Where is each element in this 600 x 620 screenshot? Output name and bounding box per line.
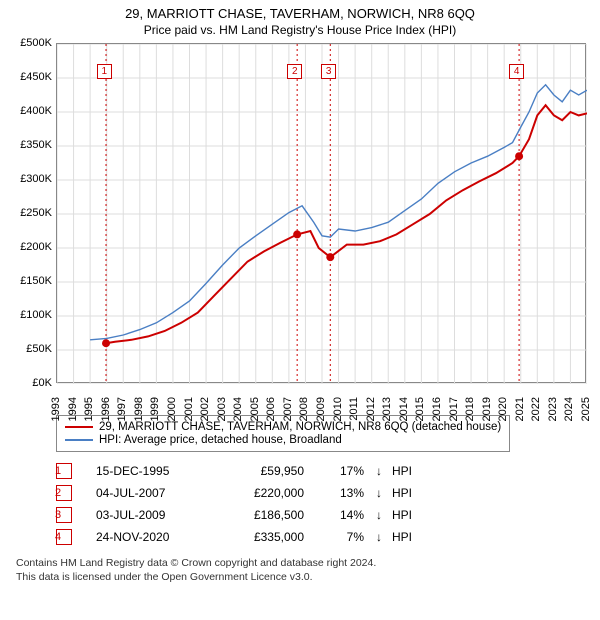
sales-row: 4 24-NOV-2020£335,0007%↓HPI — [56, 526, 592, 548]
x-tick-label: 2020 — [497, 397, 509, 421]
x-tick-label: 2014 — [398, 397, 410, 421]
down-arrow-icon: ↓ — [376, 486, 392, 500]
y-tick-label: £150K — [20, 275, 52, 287]
footer-line-1: Contains HM Land Registry data © Crown c… — [16, 556, 592, 570]
title-block: 29, MARRIOTT CHASE, TAVERHAM, NORWICH, N… — [8, 6, 592, 37]
sale-price: £335,000 — [216, 530, 316, 544]
x-tick-label: 1996 — [100, 397, 112, 421]
down-arrow-icon: ↓ — [376, 508, 392, 522]
legend-swatch-hpi — [65, 439, 93, 441]
legend-item-hpi: HPI: Average price, detached house, Broa… — [65, 434, 501, 446]
x-tick-label: 2009 — [315, 397, 327, 421]
x-tick-label: 2018 — [464, 397, 476, 421]
x-tick-label: 2011 — [348, 397, 360, 421]
x-axis-labels: 1993199419951996199719981999200020012002… — [56, 383, 586, 413]
footer-line-2: This data is licensed under the Open Gov… — [16, 570, 592, 584]
x-tick-label: 2004 — [232, 397, 244, 421]
x-tick-label: 2008 — [298, 397, 310, 421]
x-tick-label: 2006 — [265, 397, 277, 421]
x-tick-label: 1995 — [83, 397, 95, 421]
x-tick-label: 2001 — [183, 397, 195, 421]
y-tick-label: £350K — [20, 139, 52, 151]
sale-diff: 13% — [316, 486, 376, 500]
sale-diff: 17% — [316, 464, 376, 478]
page-subtitle: Price paid vs. HM Land Registry's House … — [8, 23, 592, 37]
y-tick-label: £450K — [20, 71, 52, 83]
x-tick-label: 2021 — [514, 397, 526, 421]
chart-marker-badge: 4 — [509, 64, 524, 79]
x-tick-label: 2013 — [381, 397, 393, 421]
x-tick-label: 2023 — [547, 397, 559, 421]
legend-label-hpi: HPI: Average price, detached house, Broa… — [99, 434, 342, 446]
chart-marker-badge: 2 — [287, 64, 302, 79]
x-tick-label: 2012 — [365, 397, 377, 421]
x-tick-label: 1994 — [67, 397, 79, 421]
sales-row: 3 03-JUL-2009£186,50014%↓HPI — [56, 504, 592, 526]
sales-row: 2 04-JUL-2007£220,00013%↓HPI — [56, 482, 592, 504]
x-tick-label: 2022 — [530, 397, 542, 421]
y-tick-label: £500K — [20, 37, 52, 49]
sale-hpi-label: HPI — [392, 508, 432, 522]
x-tick-label: 2005 — [249, 397, 261, 421]
plot-area: 1 2 3 4 — [56, 43, 586, 383]
y-tick-label: £0K — [32, 377, 52, 389]
price-chart: £0K £50K £100K £150K £200K £250K £300K £350K £40… — [8, 43, 592, 413]
x-tick-label: 2015 — [414, 397, 426, 421]
chart-marker-badge: 3 — [321, 64, 336, 79]
sale-badge: 4 — [56, 529, 72, 545]
x-tick-label: 2002 — [199, 397, 211, 421]
y-tick-label: £200K — [20, 241, 52, 253]
y-tick-label: £400K — [20, 105, 52, 117]
x-tick-label: 2017 — [448, 397, 460, 421]
sale-badge: 3 — [56, 507, 72, 523]
x-tick-label: 2000 — [166, 397, 178, 421]
legend-item-property: 29, MARRIOTT CHASE, TAVERHAM, NORWICH, N… — [65, 421, 501, 433]
chart-svg — [57, 44, 587, 384]
sale-date: 15-DEC-1995 — [96, 464, 216, 478]
x-tick-label: 2003 — [216, 397, 228, 421]
legend-swatch-property — [65, 426, 93, 428]
sale-price: £59,950 — [216, 464, 316, 478]
sale-badge: 2 — [56, 485, 72, 501]
sale-price: £220,000 — [216, 486, 316, 500]
chart-marker-badge: 1 — [97, 64, 112, 79]
sale-hpi-label: HPI — [392, 464, 432, 478]
x-tick-label: 2010 — [332, 397, 344, 421]
x-tick-label: 1997 — [116, 397, 128, 421]
sale-diff: 14% — [316, 508, 376, 522]
y-axis-labels: £0K£50K£100K£150K£200K£250K£300K£350K£40… — [8, 43, 54, 383]
y-tick-label: £250K — [20, 207, 52, 219]
legend-label-property: 29, MARRIOTT CHASE, TAVERHAM, NORWICH, N… — [99, 421, 501, 433]
y-tick-label: £100K — [20, 309, 52, 321]
y-tick-label: £300K — [20, 173, 52, 185]
sale-diff: 7% — [316, 530, 376, 544]
sale-date: 04-JUL-2007 — [96, 486, 216, 500]
x-tick-label: 2019 — [481, 397, 493, 421]
x-tick-label: 2024 — [563, 397, 575, 421]
x-tick-label: 2025 — [580, 397, 592, 421]
x-tick-label: 1993 — [50, 397, 62, 421]
down-arrow-icon: ↓ — [376, 530, 392, 544]
sale-hpi-label: HPI — [392, 486, 432, 500]
x-tick-label: 1998 — [133, 397, 145, 421]
down-arrow-icon: ↓ — [376, 464, 392, 478]
sale-date: 03-JUL-2009 — [96, 508, 216, 522]
x-tick-label: 2007 — [282, 397, 294, 421]
footer: Contains HM Land Registry data © Crown c… — [16, 556, 592, 584]
sale-date: 24-NOV-2020 — [96, 530, 216, 544]
sale-badge: 1 — [56, 463, 72, 479]
y-tick-label: £50K — [26, 343, 52, 355]
x-tick-label: 1999 — [149, 397, 161, 421]
sale-price: £186,500 — [216, 508, 316, 522]
page-title: 29, MARRIOTT CHASE, TAVERHAM, NORWICH, N… — [8, 6, 592, 21]
x-tick-label: 2016 — [431, 397, 443, 421]
sales-row: 1 15-DEC-1995£59,95017%↓HPI — [56, 460, 592, 482]
sale-hpi-label: HPI — [392, 530, 432, 544]
sales-table: 115-DEC-1995£59,95017%↓HPI204-JUL-2007£2… — [56, 460, 592, 548]
